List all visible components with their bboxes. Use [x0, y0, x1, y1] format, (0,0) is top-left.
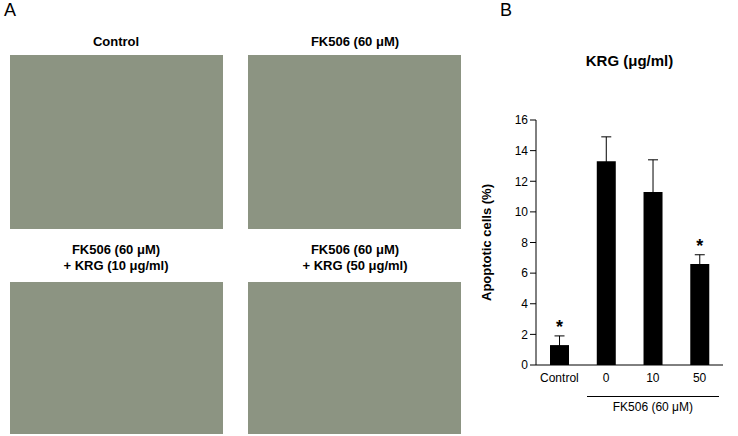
html-text:FK506 (60 μM): FK506 (60 μM) [612, 400, 693, 414]
svg-text:Apoptotic cells (%): Apoptotic cells (%) [479, 184, 494, 301]
html-text:KRG (μg/ml): KRG (μg/ml) [585, 52, 674, 69]
svg-text:16: 16 [515, 113, 529, 127]
html-text:+ KRG (50 μg/ml): + KRG (50 μg/ml) [302, 258, 408, 273]
html-text:FK506 (60 μM): FK506 (60 μM) [310, 242, 400, 257]
svg-text:6: 6 [521, 266, 528, 280]
svg-text:12: 12 [515, 175, 529, 189]
html-text:Control: Control [92, 34, 140, 49]
svg-text:10: 10 [646, 371, 660, 385]
html-text:B: B [500, 0, 512, 20]
svg-text:8: 8 [521, 236, 528, 250]
svg-text:Control: Control [540, 371, 579, 385]
svg-text:*: * [556, 317, 563, 337]
svg-text:*: * [696, 236, 703, 256]
svg-text:14: 14 [515, 144, 529, 158]
html-text:+ KRG (10 μg/ml): + KRG (10 μg/ml) [63, 258, 169, 273]
svg-text:2: 2 [521, 328, 528, 342]
html-text:FK506 (60 μM): FK506 (60 μM) [71, 242, 161, 257]
svg-text:10: 10 [515, 205, 529, 219]
svg-text:50: 50 [693, 371, 707, 385]
html-text:A: A [4, 0, 16, 20]
svg-text:0: 0 [521, 358, 528, 372]
svg-text:4: 4 [521, 297, 528, 311]
html-text:FK506 (60 μM): FK506 (60 μM) [310, 34, 400, 49]
svg-text:0: 0 [603, 371, 610, 385]
